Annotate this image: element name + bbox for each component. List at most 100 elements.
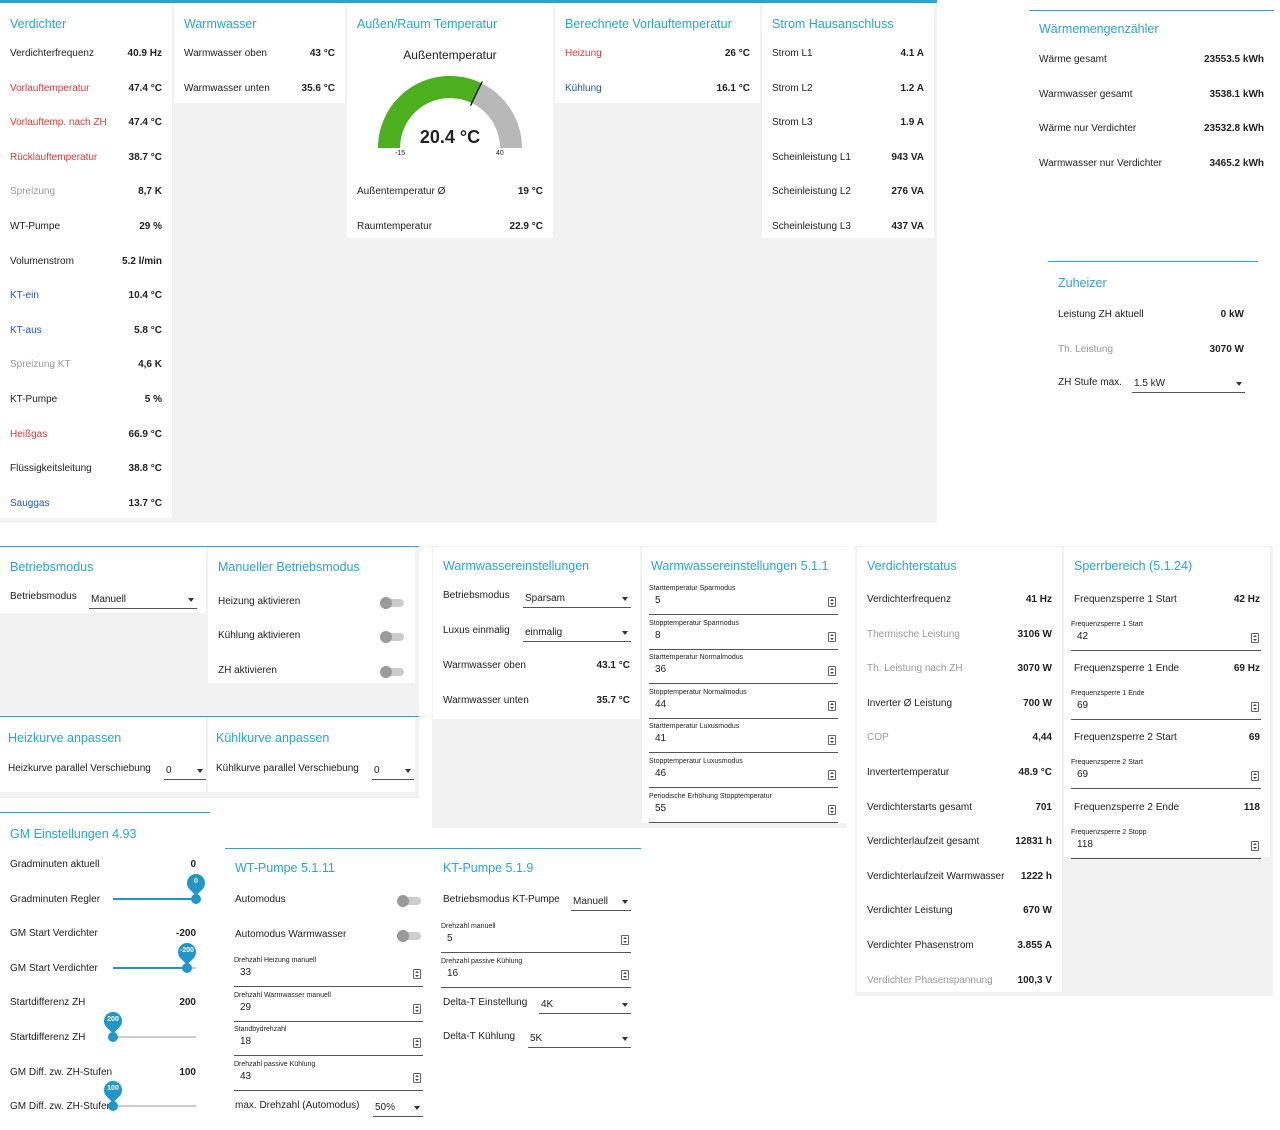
number-field[interactable]: Starttemperatur Normalmodus 36 (649, 654, 838, 685)
zuheizer-th-row: Th. Leistung 3070 W (1048, 341, 1258, 361)
slider-value: 100 (107, 1085, 119, 1093)
number-field[interactable]: Stopptemperatur Sparmodus 8 (649, 620, 838, 650)
gm-slider[interactable]: 0 (113, 869, 209, 909)
gauge-title: Außentemperatur (403, 48, 497, 62)
number-field[interactable]: Standbydrehzahl 18 (234, 1026, 423, 1057)
row-value: 19 °C (517, 186, 543, 197)
field-value: 29 (240, 1001, 252, 1013)
row-value: 437 VA (891, 221, 924, 232)
spinner-icon[interactable] (828, 597, 836, 607)
number-field[interactable]: Frequenzsperre 2 Stopp 118 (1071, 829, 1261, 859)
spinner-icon[interactable] (621, 969, 629, 980)
row-value: 276 VA (891, 186, 924, 198)
row-value: 43 °C (309, 48, 335, 59)
deltatk-select[interactable]: 5K (528, 1028, 631, 1048)
automodus-toggle[interactable] (397, 895, 421, 907)
number-field[interactable]: Frequenzsperre 1 Start 42 (1071, 621, 1261, 651)
number-field[interactable]: Drehzahl passive Kühlung 16 (441, 958, 631, 988)
spinner-icon[interactable] (1251, 840, 1259, 851)
number-field[interactable]: Frequenzsperre 1 Ende 69 (1071, 690, 1261, 721)
data-row: Kühlung 16.1 °C (555, 80, 760, 100)
data-row: Strom L3 1.9 A (762, 114, 934, 134)
ww-betriebsmodus-select[interactable]: Sparsam (523, 588, 631, 608)
data-row: KT-ein 10.4 °C (0, 287, 172, 307)
spinner-icon[interactable] (413, 969, 421, 979)
slider-thumb[interactable] (181, 962, 192, 973)
row-value: 23532.8 kWh (1203, 123, 1264, 135)
automodus-ww-toggle[interactable] (397, 930, 421, 942)
spinner-icon[interactable] (828, 700, 836, 711)
data-row: Heizung 26 °C (555, 45, 760, 65)
number-field[interactable]: Stopptemperatur Normalmodus 44 (649, 689, 838, 719)
row-label: Außentemperatur Ø (357, 186, 446, 197)
row-value: 3.855 A (1017, 940, 1052, 951)
heizkurve-select[interactable]: 0 (164, 760, 206, 780)
slider-thumb[interactable] (108, 1032, 118, 1042)
spinner-icon[interactable] (1251, 702, 1259, 713)
row-label: Frequenzsperre 2 Start (1074, 732, 1177, 744)
zh-stufe-select[interactable]: 1.5 kW (1132, 373, 1245, 393)
spinner-icon[interactable] (1251, 633, 1259, 643)
slider-value: 200 (107, 1016, 119, 1023)
spinner-icon[interactable] (413, 1003, 421, 1014)
gm-slider[interactable]: -200 (113, 939, 200, 978)
deltat-select[interactable]: 4K (539, 994, 631, 1014)
data-row: Vorlauftemperatur 47.4 °C (0, 80, 172, 100)
spinner-icon[interactable] (828, 631, 836, 642)
betrieb-accent (0, 546, 419, 547)
number-field[interactable]: Periodische Erhöhung Stopptemperatur 55 (649, 793, 838, 823)
row-value: 35.7 °C (596, 695, 630, 706)
gm-slider[interactable]: 100 (100, 1077, 196, 1116)
zh-toggle[interactable] (380, 666, 404, 678)
data-row: KT-Pumpe 5 % (0, 391, 172, 411)
row-label: Warmwasser oben (443, 660, 526, 671)
spinner-icon[interactable] (828, 770, 836, 780)
zuheizer-card: Zuheizer Leistung ZH aktuell 0 kW Th. Le… (1048, 262, 1258, 400)
spinner-icon[interactable] (621, 935, 629, 945)
row-label: Thermische Leistung (867, 628, 960, 640)
kuehlung-toggle[interactable] (380, 631, 404, 643)
slider-track (113, 1036, 196, 1038)
gauge-needle (469, 81, 483, 106)
row-label: Vorlauftemp. nach ZH (10, 117, 107, 129)
card-title: Verdichterstatus (867, 559, 957, 573)
kuehlung-toggle-row: Kühlung aktivieren (208, 627, 415, 647)
field-value: 44 (655, 698, 667, 710)
number-field[interactable]: Frequenzsperre 2 Start 69 (1071, 759, 1261, 790)
row-label: Startdifferenz ZH (10, 997, 86, 1009)
number-field[interactable]: Drehzahl manuell 5 (441, 923, 631, 953)
heizung-toggle[interactable] (380, 597, 404, 609)
max-drehzahl-select[interactable]: 50% (373, 1097, 423, 1117)
kuehlkurve-select[interactable]: 0 (372, 760, 414, 780)
row-value: 3538.1 kWh (1209, 88, 1264, 100)
spinner-icon[interactable] (828, 666, 836, 677)
luxus-select[interactable]: einmalig (523, 622, 631, 642)
gm-slider[interactable]: 200 (100, 1008, 196, 1047)
ww-511-card: Warmwassereinstellungen 5.1.1 Starttempe… (642, 547, 846, 823)
kt-betrieb-select[interactable]: Manuell (571, 891, 631, 911)
number-field[interactable]: Starttemperatur Sparmodus 5 (649, 585, 838, 615)
spinner-icon[interactable] (413, 1038, 421, 1049)
number-field[interactable]: Starttemperatur Luxusmodus 41 (649, 723, 838, 754)
number-field[interactable]: Drehzahl passive Kühlung 43 (234, 1061, 423, 1091)
slider-track (113, 1105, 196, 1108)
row-value: 29 % (139, 221, 162, 232)
row-label: Verdichter Leistung (867, 905, 953, 917)
number-field[interactable]: Drehzahl Warmwasser manuell 29 (234, 992, 423, 1022)
data-row: Strom L1 4.1 A (762, 45, 934, 65)
slider-thumb[interactable] (108, 1101, 118, 1112)
field-value: 18 (240, 1036, 252, 1048)
field-label: Drehzahl Warmwasser manuell (234, 991, 331, 999)
spinner-icon[interactable] (828, 804, 836, 815)
card-title: Warmwasser (184, 17, 257, 31)
field-value: 16 (447, 967, 459, 979)
data-row: Verdichterfrequenz 40.9 Hz (0, 45, 172, 65)
slider-thumb[interactable] (191, 893, 201, 904)
betriebsmodus-select[interactable]: Manuell (89, 589, 197, 609)
vorlauf-card: Berechnete Vorlauftemperatur Heizung 26 °… (555, 3, 760, 103)
spinner-icon[interactable] (828, 735, 836, 746)
spinner-icon[interactable] (413, 1072, 421, 1083)
number-field[interactable]: Stopptemperatur Luxusmodus 46 (649, 758, 838, 788)
spinner-icon[interactable] (1251, 771, 1259, 782)
number-field[interactable]: Drehzahl Heizung manuell 33 (234, 957, 423, 987)
